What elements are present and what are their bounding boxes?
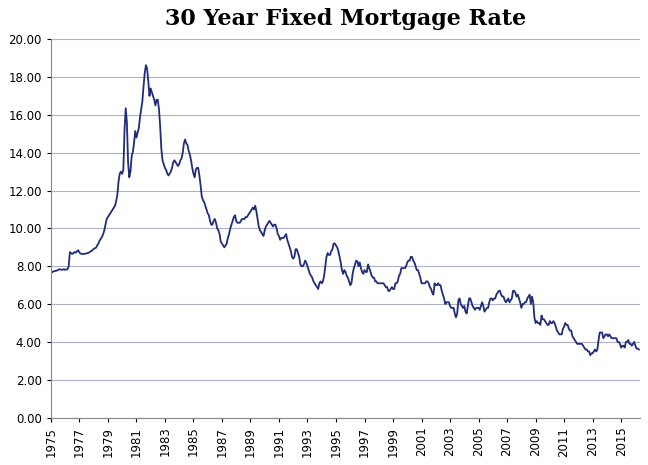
Title: 30 Year Fixed Mortgage Rate: 30 Year Fixed Mortgage Rate (165, 8, 526, 30)
